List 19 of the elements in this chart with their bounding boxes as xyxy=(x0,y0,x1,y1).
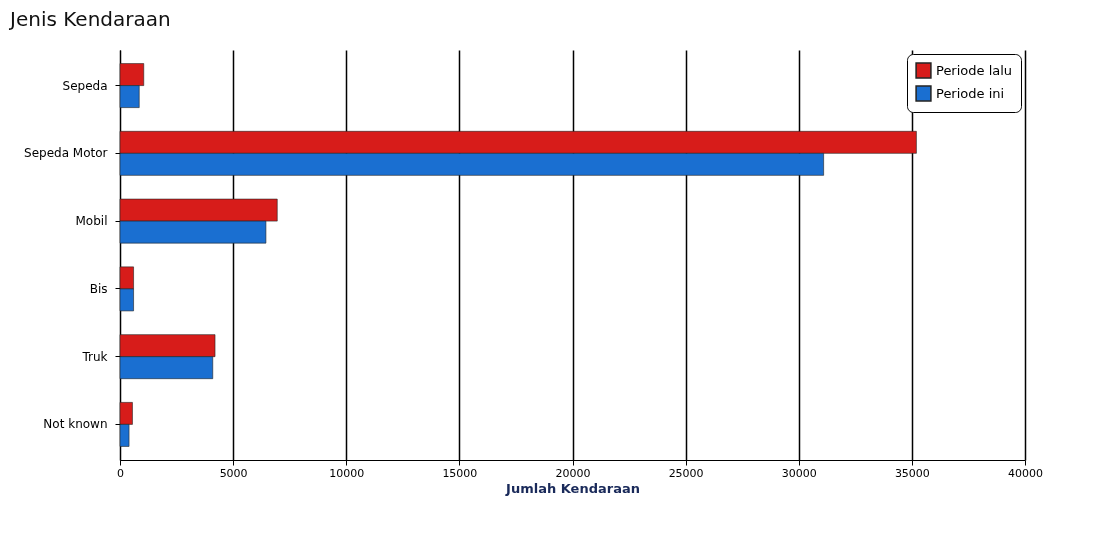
x-axis-title: Jumlah Kendaraan xyxy=(505,480,640,496)
x-tick-label: 40000 xyxy=(1008,466,1043,480)
y-tick-label: Sepeda xyxy=(62,78,108,93)
chart-title: Jenis Kendaraan xyxy=(8,7,171,31)
y-tick-label: Truk xyxy=(81,349,108,364)
y-tick-label: Sepeda Motor xyxy=(24,146,108,161)
x-tick-label: 30000 xyxy=(781,466,817,480)
x-tick-label: 20000 xyxy=(555,466,591,480)
y-tick-label: Bis xyxy=(89,281,108,296)
y-tick-label: Not known xyxy=(43,417,108,432)
x-tick-label: 35000 xyxy=(894,466,930,480)
x-tick-label: 10000 xyxy=(329,466,365,480)
x-tick-label: 5000 xyxy=(219,466,248,480)
legend-label: Periode lalu xyxy=(936,62,1013,78)
x-tick-label: 0 xyxy=(117,466,124,480)
x-tick-label: 25000 xyxy=(668,466,704,480)
legend-label: Periode ini xyxy=(936,85,1005,101)
x-tick-label: 15000 xyxy=(442,466,478,480)
y-tick-label: Mobil xyxy=(75,214,108,229)
